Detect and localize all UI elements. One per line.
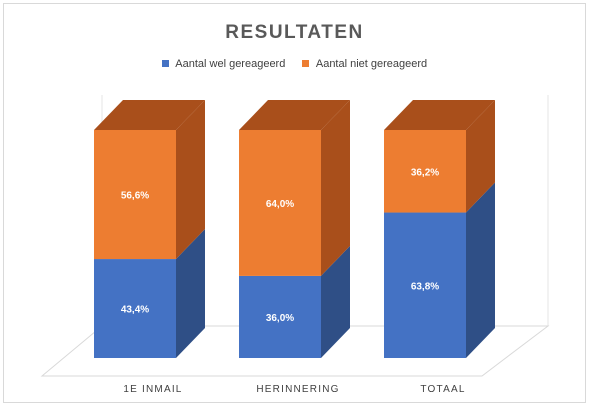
bar-2-series-1-side [466, 100, 495, 213]
category-label-0: 1E INMAIL [123, 384, 182, 395]
chart-title: RESULTATEN [225, 22, 364, 43]
legend-swatch-niet [302, 60, 310, 67]
bar-0-series-1-top [94, 100, 205, 130]
bar-0-series-1-data-label: 56,6% [121, 191, 149, 202]
legend-swatch-wel [161, 60, 169, 67]
legend-item-niet: Aantal niet gereageerd [302, 58, 427, 70]
bar-1-series-1-top [239, 100, 350, 130]
legend: Aantal wel gereageerd Aantal niet gereag… [0, 58, 589, 70]
bar-1-series-1-front [239, 130, 321, 276]
bar-1-series-0-side [321, 245, 350, 358]
legend-item-wel: Aantal wel gereageerd [161, 58, 286, 70]
bar-2-series-1-data-label: 36,2% [411, 167, 439, 178]
bar-0-series-1-side [176, 100, 205, 260]
legend-label-wel: Aantal wel gereageerd [175, 58, 286, 70]
bar-0-series-0-data-label: 43,4% [121, 305, 149, 316]
legend-label-niet: Aantal niet gereageerd [315, 58, 428, 70]
bar-2-series-0-side [466, 182, 495, 358]
bar-2-series-0-data-label: 63,8% [411, 281, 439, 292]
bar-1-series-0-front [239, 275, 321, 358]
category-label-1: HERINNERING [256, 384, 339, 395]
bar-2-series-1-front [384, 130, 466, 213]
bar-0-series-1-front [94, 130, 176, 260]
bar-2-series-1-top [384, 100, 495, 130]
bar-1-series-0-data-label: 36,0% [266, 313, 294, 324]
bar-1-series-1-side [321, 100, 350, 276]
bar-2-series-0-front [384, 212, 466, 358]
bar-0-series-0-side [176, 229, 205, 358]
bar-1-series-1-data-label: 64,0% [266, 199, 294, 210]
category-label-2: TOTAAL [420, 384, 465, 395]
bar-0-series-0-front [94, 259, 176, 358]
